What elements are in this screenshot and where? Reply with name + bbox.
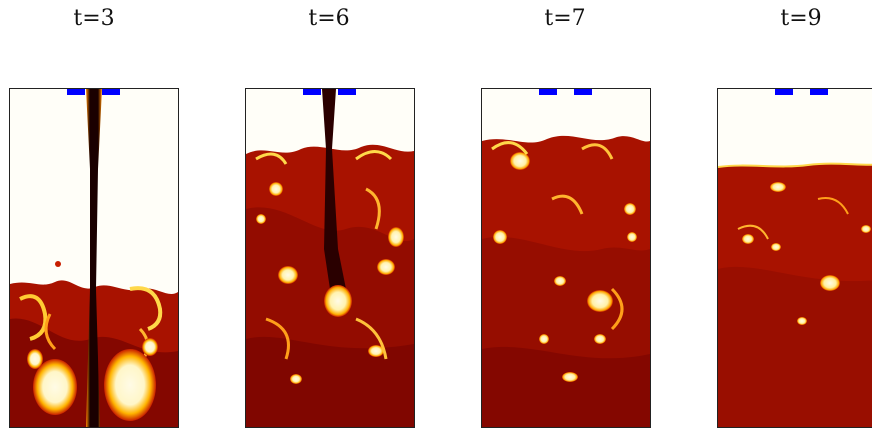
- simulation-panel-t7: [481, 88, 651, 428]
- simulation-image-t9: [718, 162, 872, 427]
- simulation-panel-t3: [9, 88, 179, 428]
- inlet-marker-right: [338, 89, 356, 95]
- simulation-image-t3: [10, 89, 178, 427]
- inlet-marker-right: [102, 89, 120, 95]
- panel-label-t3: t=3: [73, 6, 115, 31]
- inlet-marker-right: [810, 89, 828, 95]
- inlet-marker-left: [775, 89, 793, 95]
- panel-label-t6: t=6: [308, 6, 350, 31]
- inlet-marker-left: [539, 89, 557, 95]
- simulation-panel-t6: [245, 88, 415, 428]
- inlet-marker-left: [303, 89, 321, 95]
- panel-label-t7: t=7: [544, 6, 586, 31]
- panel-label-t9: t=9: [780, 6, 822, 31]
- simulation-panel-t9: [717, 88, 872, 428]
- simulation-image-t6: [246, 89, 414, 427]
- inlet-marker-right: [574, 89, 592, 95]
- simulation-image-t7: [482, 135, 650, 427]
- inlet-marker-left: [67, 89, 85, 95]
